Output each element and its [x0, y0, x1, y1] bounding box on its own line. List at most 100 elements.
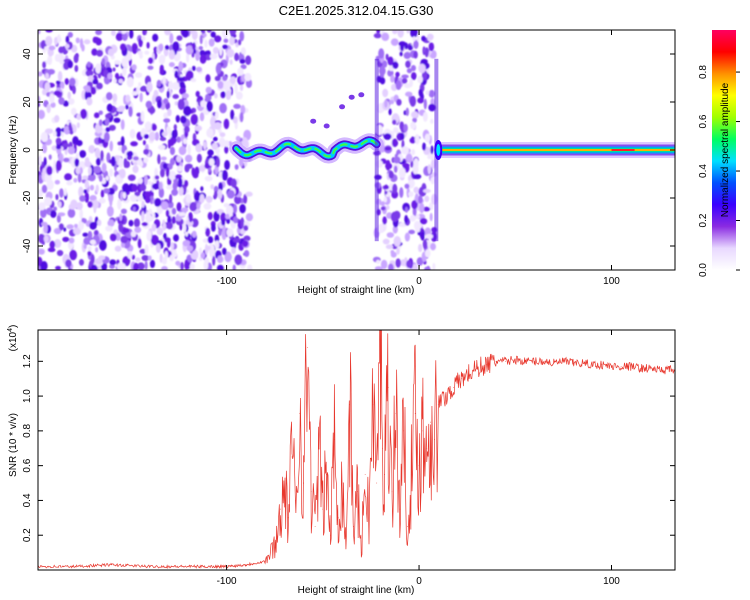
noise-blob	[205, 227, 211, 237]
snr-y-label: SNR (10 * v/v)	[8, 413, 19, 477]
noise-blob	[107, 187, 115, 195]
snr-point	[353, 526, 355, 527]
snr-point	[668, 369, 670, 371]
noise-blob	[69, 77, 76, 87]
noise-blob	[390, 38, 399, 46]
snr-point	[287, 517, 289, 519]
noise-blob	[141, 211, 145, 223]
noise-blob	[245, 213, 254, 222]
noise-blob	[218, 228, 222, 237]
noise-blob	[118, 78, 124, 84]
noise-blob	[423, 98, 427, 110]
noise-blob	[136, 86, 140, 95]
spectrogram-marks	[38, 30, 675, 270]
noise-blob	[111, 156, 116, 167]
noise-blob	[64, 173, 73, 181]
noise-blob	[139, 87, 145, 92]
noise-blob	[215, 111, 219, 120]
noise-blob	[215, 63, 222, 75]
noise-blob	[93, 112, 100, 119]
noise-blob	[55, 160, 62, 171]
noise-blob	[243, 193, 248, 204]
noise-blob	[106, 205, 114, 217]
noise-blob	[137, 262, 145, 270]
noise-blob	[150, 234, 159, 246]
noise-blob	[418, 63, 426, 74]
noise-blob	[183, 180, 189, 187]
noise-blob	[38, 265, 41, 270]
snr-point	[659, 369, 661, 371]
noise-blob	[72, 84, 76, 95]
noise-blob	[430, 118, 434, 124]
noise-blob	[180, 115, 187, 124]
noise-blob	[240, 47, 246, 56]
noise-blob	[202, 33, 207, 38]
noise-blob	[430, 53, 437, 59]
noise-blob	[125, 94, 131, 103]
noise-blob	[135, 257, 141, 262]
noise-blob	[107, 219, 115, 227]
noise-blob	[418, 186, 427, 197]
snr-point	[110, 564, 112, 566]
noise-blob	[176, 165, 183, 172]
snr-point	[291, 456, 293, 458]
noise-blob	[95, 63, 102, 74]
noise-blob	[57, 70, 63, 82]
noise-blob	[158, 43, 164, 52]
snr-point	[372, 404, 374, 406]
noise-blob	[87, 166, 92, 176]
noise-blob	[189, 263, 195, 270]
noise-blob	[221, 219, 226, 226]
noise-blob	[413, 50, 418, 59]
noise-blob	[146, 230, 152, 242]
noise-blob	[45, 128, 54, 134]
noise-blob	[93, 165, 102, 174]
snr-point	[72, 566, 74, 567]
noise-blob	[50, 102, 56, 108]
noise-blob	[190, 78, 197, 83]
noise-blob	[393, 165, 398, 173]
noise-blob	[143, 30, 148, 36]
noise-blob	[132, 206, 136, 212]
noise-blob	[385, 53, 389, 61]
noise-blob	[237, 39, 242, 46]
noise-blob	[158, 187, 165, 198]
noise-blob	[226, 219, 231, 224]
noise-blob	[237, 67, 244, 77]
noise-blob	[137, 50, 143, 56]
noise-blob	[179, 81, 185, 88]
noise-blob	[185, 52, 190, 63]
noise-blob	[380, 259, 388, 270]
noise-blob	[210, 184, 215, 190]
boundary-band	[374, 58, 379, 242]
noise-blob	[88, 144, 96, 154]
noise-blob	[41, 184, 48, 194]
noise-blob	[199, 193, 205, 204]
trace1-blob	[358, 92, 365, 98]
noise-blob	[129, 129, 136, 139]
noise-blob	[134, 226, 142, 233]
noise-blob	[424, 195, 430, 203]
noise-blob	[219, 132, 226, 138]
noise-blob	[110, 55, 115, 60]
noise-blob	[178, 146, 187, 156]
noise-blob	[229, 36, 235, 46]
noise-blob	[167, 141, 171, 149]
noise-blob	[213, 211, 220, 222]
noise-blob	[383, 196, 388, 203]
noise-blob	[206, 100, 213, 112]
noise-blob	[386, 205, 390, 210]
noise-blob	[86, 61, 91, 68]
noise-blob	[239, 204, 246, 214]
noise-blob	[55, 145, 62, 150]
noise-blob	[204, 163, 211, 169]
snr-point	[543, 360, 545, 362]
noise-blob	[411, 199, 418, 210]
noise-blob	[126, 150, 134, 157]
noise-blob	[45, 72, 50, 80]
noise-blob	[424, 133, 431, 143]
noise-blob	[170, 242, 175, 251]
noise-blob	[154, 131, 160, 141]
noise-blob	[138, 82, 142, 87]
noise-blob	[195, 90, 200, 98]
